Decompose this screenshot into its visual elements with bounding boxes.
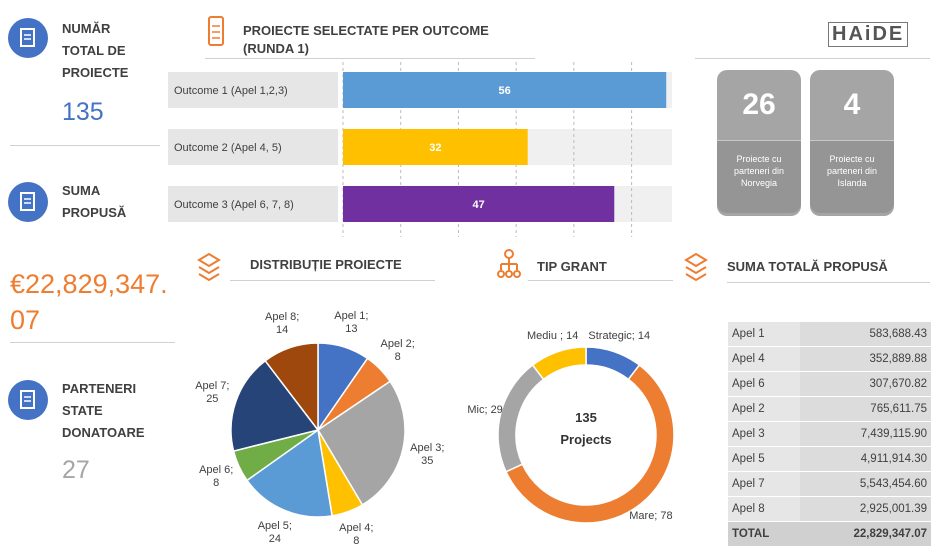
table-cell: 4,911,914.30 xyxy=(800,446,931,472)
slice xyxy=(245,428,333,518)
table-title: SUMA TOTALĂ PROPUSĂ xyxy=(727,259,888,274)
partner-card: 4 Proiecte cu parteneri din Islanda xyxy=(810,70,894,216)
category-box xyxy=(168,186,338,222)
data-label: Apel 7; 25 xyxy=(195,379,230,405)
table-cell: 5,543,454.60 xyxy=(800,471,931,497)
card-value: 4 xyxy=(843,88,861,121)
data-label: Mic; 29 xyxy=(467,403,503,416)
separator xyxy=(205,58,535,59)
card-value: 26 xyxy=(742,88,776,121)
table-cell: 307,670.82 xyxy=(800,371,931,397)
table-row: Apel 4 352,889.88 xyxy=(728,346,931,372)
slice xyxy=(230,359,320,452)
kpi-icon xyxy=(8,380,48,420)
table-cell: 352,889.88 xyxy=(800,346,931,372)
category-box xyxy=(168,129,338,165)
section-icon xyxy=(497,249,521,278)
pie-chart xyxy=(230,342,406,518)
data-label: 47 xyxy=(473,199,485,211)
card-label: Proiecte cu parteneri din Norvegia xyxy=(717,140,801,213)
table-cell: 765,611.75 xyxy=(800,396,931,422)
donut-chart: 135 Projects xyxy=(497,346,675,524)
table-cell: TOTAL xyxy=(728,521,801,547)
card-label: Proiecte cu parteneri din Islanda xyxy=(810,140,894,213)
section-icon xyxy=(684,252,708,282)
table-cell: 7,439,115.90 xyxy=(800,421,931,447)
separator xyxy=(230,280,435,281)
bar xyxy=(343,186,615,222)
kpi-value: 27 xyxy=(62,456,90,484)
kpi-label: NUMĂR TOTAL DE PROIECTE xyxy=(62,21,129,80)
chart-title: TIP GRANT xyxy=(537,259,607,274)
table-row: Apel 6 307,670.82 xyxy=(728,371,931,397)
table-row: Apel 5 4,911,914.30 xyxy=(728,446,931,472)
table-cell: Apel 2 xyxy=(728,396,801,422)
data-label: 32 xyxy=(429,142,441,154)
partner-card: 26 Proiecte cu parteneri din Norvegia xyxy=(717,70,801,216)
separator xyxy=(10,342,175,343)
table-cell: 22,829,347.07 xyxy=(800,521,931,547)
amount-table: Apel 1 583,688.43 Apel 4 352,889.88 Apel 6 30… xyxy=(728,322,931,547)
separator xyxy=(528,280,673,281)
table-cell: Apel 3 xyxy=(728,421,801,447)
bar xyxy=(343,129,528,165)
chart-title: PROIECTE SELECTATE PER OUTCOME (RUNDA 1) xyxy=(243,23,489,56)
table-row: Apel 3 7,439,115.90 xyxy=(728,421,931,447)
kpi-label: SUMA PROPUSĂ xyxy=(62,183,127,220)
kpi-icon xyxy=(8,18,48,58)
data-label: Mare; 78 xyxy=(629,510,673,523)
section-icon xyxy=(208,16,224,46)
table-row: Apel 7 5,543,454.60 xyxy=(728,471,931,497)
data-label: Apel 3; 35 xyxy=(410,441,445,467)
center-label: Projects xyxy=(560,432,611,447)
slice xyxy=(531,346,587,381)
data-label: Apel 5; 24 xyxy=(257,520,292,546)
category-label: Outcome 1 (Apel 1,2,3) xyxy=(174,85,288,97)
data-label: Apel 6; 8 xyxy=(199,463,234,489)
data-label: Apel 1; 13 xyxy=(334,310,369,336)
table-cell: 2,925,001.39 xyxy=(800,496,931,522)
kpi-label: PARTENERI STATE DONATOARE xyxy=(62,381,145,440)
kpi-value: 135 xyxy=(62,98,104,126)
data-label: Apel 4; 8 xyxy=(339,522,374,548)
category-label: Outcome 3 (Apel 6, 7, 8) xyxy=(174,199,294,211)
table-cell: Apel 4 xyxy=(728,346,801,372)
bar xyxy=(343,72,667,108)
data-label: Mediu ; 14 xyxy=(527,330,579,343)
table-cell: Apel 7 xyxy=(728,471,801,497)
separator xyxy=(727,282,930,283)
table-cell: Apel 1 xyxy=(728,322,801,347)
data-label: Apel 2; 8 xyxy=(380,338,415,364)
slice xyxy=(264,342,319,433)
table-row: Apel 2 765,611.75 xyxy=(728,396,931,422)
kpi-icon xyxy=(8,182,48,222)
kpi-value: €22,829,347.07 xyxy=(10,269,168,335)
logo: HAiDE xyxy=(828,22,909,47)
table-cell: Apel 6 xyxy=(728,371,801,397)
bar-chart: Outcome 1 (Apel 1,2,3) Outcome 2 (Apel 4,… xyxy=(168,62,672,237)
data-label: Apel 8; 14 xyxy=(265,310,300,336)
separator xyxy=(10,145,160,146)
table-row: Apel 1 583,688.43 xyxy=(728,322,931,347)
separator xyxy=(695,58,930,59)
center-label: 135 xyxy=(575,410,597,425)
data-label: 56 xyxy=(498,85,510,97)
chart-title: DISTRIBUȚIE PROIECTE xyxy=(250,257,402,272)
table-row: Apel 8 2,925,001.39 xyxy=(728,496,931,522)
category-label: Outcome 2 (Apel 4, 5) xyxy=(174,142,282,154)
slice xyxy=(316,380,406,506)
category-box xyxy=(168,72,338,108)
data-label: Strategic; 14 xyxy=(588,330,651,343)
table-cell: Apel 5 xyxy=(728,446,801,472)
table-cell: 583,688.43 xyxy=(800,322,931,347)
table-total-row: TOTAL 22,829,347.07 xyxy=(728,521,931,547)
table-cell: Apel 8 xyxy=(728,496,801,522)
section-icon xyxy=(197,252,221,282)
